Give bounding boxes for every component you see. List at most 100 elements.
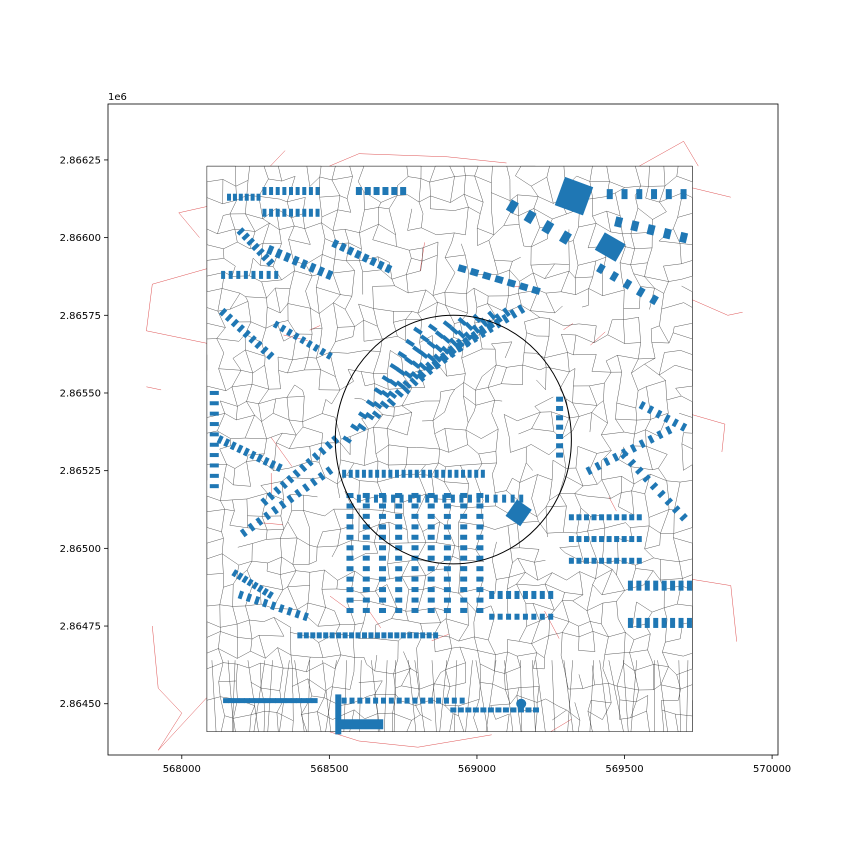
building <box>497 613 503 620</box>
building <box>249 698 256 704</box>
cell-edge <box>445 648 452 670</box>
building <box>665 425 673 435</box>
building <box>457 317 467 326</box>
building <box>302 187 307 196</box>
building <box>269 698 276 704</box>
cell-edge <box>432 280 437 296</box>
building <box>238 193 243 201</box>
cell-edge <box>233 468 236 485</box>
cell-edge <box>305 290 311 309</box>
cell-edge <box>601 590 625 596</box>
cell-edge <box>458 715 465 732</box>
street-network <box>146 140 743 751</box>
cell-edge <box>645 197 660 203</box>
cell-edge <box>263 711 265 732</box>
cell-edge <box>536 506 547 517</box>
building <box>411 576 419 582</box>
building <box>599 557 605 564</box>
y-tick-label: 2.86500 <box>60 544 101 555</box>
cell-edge <box>561 334 568 353</box>
cell-edge <box>454 322 461 324</box>
cell-edge <box>449 636 452 649</box>
building <box>594 461 602 471</box>
street <box>563 323 574 330</box>
cell-edge <box>652 468 659 470</box>
cell-edge <box>387 560 410 564</box>
cell-edge <box>206 385 226 391</box>
cell-edge <box>617 355 622 373</box>
building <box>373 187 380 196</box>
building <box>686 617 692 628</box>
cell-edge <box>245 605 250 621</box>
cell-edge <box>604 522 626 529</box>
cell-edge <box>317 624 340 627</box>
cell-edge <box>432 400 441 421</box>
cell-edge <box>292 678 308 687</box>
cell-edge <box>246 454 249 462</box>
cell-edge <box>306 615 319 627</box>
building <box>459 697 465 704</box>
cell-edge <box>390 350 402 359</box>
cell-edge <box>262 223 270 244</box>
cell-edge <box>234 228 256 232</box>
street <box>550 719 572 732</box>
cell-edge <box>359 508 384 511</box>
cell-edge <box>525 572 538 581</box>
cell-edge <box>260 481 282 486</box>
cell-edge <box>417 474 427 495</box>
building <box>329 632 335 639</box>
cell-edge <box>589 382 605 387</box>
cell-edge <box>635 166 641 187</box>
cell-edge <box>623 317 639 320</box>
cell-edge <box>604 652 625 655</box>
building <box>325 351 333 360</box>
cell-edge <box>305 254 323 265</box>
building <box>489 613 495 620</box>
cell-edge <box>388 444 408 448</box>
cell-edge <box>309 560 317 565</box>
cell-edge <box>533 272 545 279</box>
building <box>381 469 386 478</box>
building <box>318 446 327 456</box>
cell-edge <box>508 562 513 578</box>
building <box>241 232 251 241</box>
cell-edge <box>280 538 282 558</box>
cell-edge <box>450 176 455 203</box>
street <box>146 386 162 391</box>
cell-edge <box>251 635 260 640</box>
building <box>373 494 378 503</box>
cell-edge <box>531 186 539 197</box>
cell-edge <box>267 306 281 314</box>
cell-edge <box>322 238 326 255</box>
building <box>419 334 430 344</box>
cell-edge <box>408 542 426 544</box>
cell-edge <box>630 701 637 718</box>
cell-edge <box>562 632 580 638</box>
cell-edge <box>260 459 274 471</box>
cell-edge <box>576 508 582 534</box>
cell-edge <box>419 683 435 690</box>
cell-edge <box>373 373 375 384</box>
cell-edge <box>334 610 341 625</box>
cell-edge <box>491 343 496 350</box>
cell-edge <box>317 545 338 548</box>
building <box>378 534 386 540</box>
x-tick-label: 569500 <box>605 764 643 775</box>
cell-edge <box>217 430 231 439</box>
cell-edge <box>322 660 331 732</box>
cell-edge <box>277 647 284 669</box>
cell-edge <box>651 342 669 344</box>
cell-edge <box>387 563 390 580</box>
building <box>310 632 316 639</box>
cell-edge <box>292 357 308 361</box>
building <box>427 555 435 561</box>
cell-edge <box>245 349 253 374</box>
cell-edge <box>317 711 333 720</box>
cell-edge <box>435 255 438 281</box>
building <box>362 566 370 572</box>
cell-edge <box>218 648 224 663</box>
cell-edge <box>218 648 238 659</box>
cell-edge <box>234 229 238 243</box>
cell-edge <box>280 515 284 530</box>
building <box>556 443 564 449</box>
